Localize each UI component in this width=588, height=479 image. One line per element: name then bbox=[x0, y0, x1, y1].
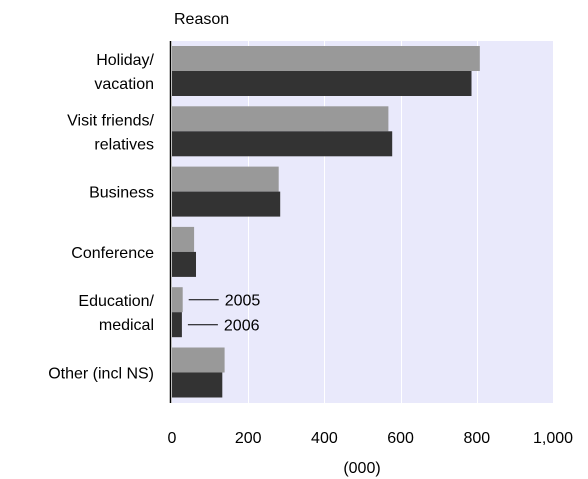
x-tick-labels: 0 200 400 600 800 1,000 bbox=[168, 430, 574, 447]
bar-2006 bbox=[172, 251, 196, 277]
category-label: relatives bbox=[94, 136, 154, 153]
x-axis-label: (000) bbox=[343, 460, 380, 477]
bar-2005 bbox=[172, 106, 389, 132]
category-label: Other (incl NS) bbox=[48, 366, 154, 383]
category-labels: Holiday/vacation Visit friends/relatives B… bbox=[48, 52, 154, 383]
legend: 2005 2006 bbox=[187, 293, 261, 335]
x-tick-label: 800 bbox=[463, 430, 490, 447]
bar-2005 bbox=[172, 226, 195, 252]
bars bbox=[172, 46, 480, 398]
legend-label-2006: 2006 bbox=[224, 318, 260, 335]
bar-2006 bbox=[172, 312, 182, 338]
bar-2005 bbox=[172, 166, 279, 192]
gridlines bbox=[248, 41, 554, 403]
plot-background bbox=[172, 41, 553, 403]
x-tick-label: 0 bbox=[168, 430, 177, 447]
category-label: Holiday/ bbox=[96, 52, 154, 69]
bar-2005 bbox=[172, 287, 183, 313]
x-tick-label: 600 bbox=[387, 430, 414, 447]
bar-2006 bbox=[172, 191, 281, 217]
category-label: vacation bbox=[94, 76, 154, 93]
bar-2005 bbox=[172, 347, 225, 373]
x-tick-label: 1,000 bbox=[533, 430, 573, 447]
bar-2005 bbox=[172, 46, 480, 71]
category-label: Visit friends/ bbox=[67, 112, 154, 129]
category-label: Conference bbox=[71, 245, 154, 262]
chart-title: Reason bbox=[174, 11, 229, 28]
category-label: Education/ bbox=[78, 293, 154, 310]
category-label: Business bbox=[89, 185, 154, 202]
x-tick-label: 400 bbox=[311, 430, 338, 447]
bar-2006 bbox=[172, 372, 223, 398]
bar-2006 bbox=[172, 71, 472, 96]
legend-label-2005: 2005 bbox=[225, 293, 261, 310]
bar-2006 bbox=[172, 131, 393, 157]
x-tick-label: 200 bbox=[235, 430, 262, 447]
category-label: medical bbox=[99, 317, 154, 334]
